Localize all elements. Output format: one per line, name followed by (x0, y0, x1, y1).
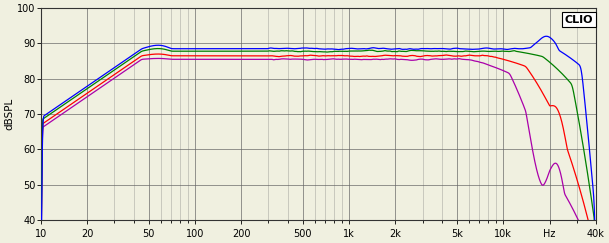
Y-axis label: dBSPL: dBSPL (4, 98, 14, 130)
Text: CLIO: CLIO (565, 15, 593, 25)
